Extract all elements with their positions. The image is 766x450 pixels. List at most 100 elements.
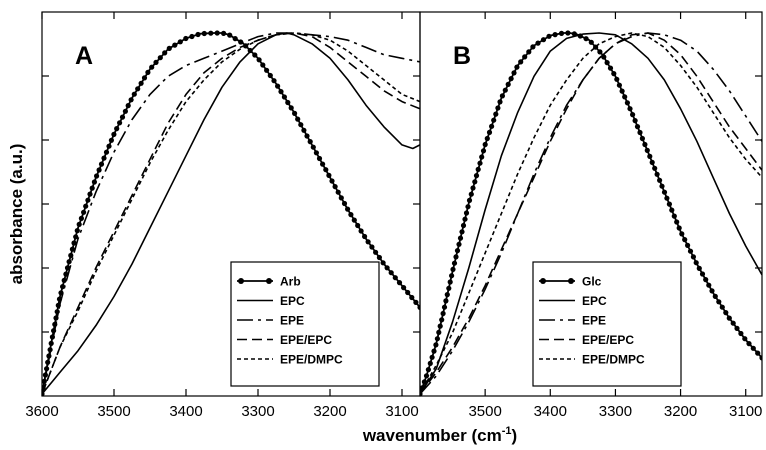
panel-b-glc-marker <box>719 304 725 310</box>
panel-a-arb-marker <box>376 254 382 261</box>
panel-a-arb-marker <box>145 69 151 75</box>
panel-a-arb-marker <box>380 260 386 266</box>
panel-a-series-epe-epc <box>42 32 420 395</box>
panel-a-arb-marker <box>47 347 53 353</box>
panel-b-glc-marker <box>632 118 638 124</box>
panel-b-glc-marker <box>565 30 571 36</box>
panel-b-glc-marker <box>443 298 449 304</box>
panel-a-arb-marker <box>288 105 294 111</box>
panel-b-x-tick-label: 3400 <box>534 403 567 420</box>
panel-b-glc-marker <box>434 336 440 342</box>
panel-b-glc-marker <box>491 117 497 123</box>
panel-a-arb-marker <box>292 110 298 116</box>
panel-b-glc-marker <box>526 49 532 55</box>
panel-b-glc-marker <box>436 329 442 335</box>
panel-b-glc-marker <box>622 94 628 100</box>
panel-a-arb-marker <box>247 47 253 54</box>
panel-a-arb-marker <box>42 372 49 378</box>
panel-a-arb-marker <box>66 259 72 265</box>
panel-a-arb-marker <box>329 178 335 184</box>
panel-b-glc-marker <box>709 288 715 294</box>
panel-a-arb-marker <box>195 31 201 38</box>
panel-b-legend-label-epe: EPE <box>582 314 606 328</box>
panel-b-glc-marker <box>690 254 697 260</box>
panel-b-glc-marker <box>497 99 503 105</box>
panel-a-legend-label-arb: Arb <box>280 275 301 289</box>
panel-a-legend: Arb EPC EPE EPE/EPC EPE/DMPC <box>230 261 380 387</box>
panel-b-glc-marker <box>431 348 437 354</box>
panel-a-arb-marker <box>135 86 141 92</box>
panel-a-arb-marker <box>332 184 338 190</box>
panel-b-glc-marker <box>470 185 476 191</box>
panel-b-glc-marker <box>674 219 680 225</box>
panel-a-arb-marker <box>260 62 266 68</box>
panel-b-glc-marker <box>433 342 439 348</box>
panel-b-x-tick-label: 3500 <box>468 403 501 420</box>
panel-a-arb-marker <box>48 340 54 346</box>
x-axis-label-main: wavenumber (cm <box>362 426 502 445</box>
panel-b-glc-marker <box>530 44 536 50</box>
panel-a-arb-marker <box>355 222 361 229</box>
panel-b-x-tick-label: 3300 <box>599 403 632 420</box>
panel-b-glc-marker <box>447 279 453 285</box>
panel-b-glc-marker <box>634 124 641 130</box>
panel-b-glc-marker <box>540 37 547 43</box>
panel-b-glc-marker <box>624 100 631 106</box>
panel-a-legend-box <box>230 261 380 387</box>
panel-a-arb-marker <box>307 139 313 145</box>
panel-a-arb-marker <box>409 294 415 301</box>
panel-b-glc-marker <box>649 159 655 165</box>
panel-a-plot: 3600 3500 3400 3300 3200 3100 A Arb EPC EPE EPE/… <box>25 11 421 420</box>
panel-a-arb-marker <box>125 103 131 109</box>
panel-b-glc-marker <box>693 260 699 266</box>
panel-a-ticks: 3600 3500 3400 3300 3200 3100 <box>25 12 420 420</box>
panel-b-glc-marker <box>597 49 603 55</box>
panel-b-glc-marker <box>616 82 623 88</box>
panel-b-glc-marker <box>456 241 462 247</box>
panel-a-arb-marker <box>388 270 394 276</box>
panel-b-glc-marker <box>480 148 487 154</box>
panel-b-series-epe-dmpc <box>420 32 762 395</box>
panel-a-arb-marker <box>316 155 323 162</box>
panel-b-glc-marker <box>619 88 625 94</box>
panel-b-glc-marker <box>462 216 468 222</box>
panel-a-arb-marker <box>201 30 207 37</box>
panel-b-legend-label-epe-dmpc: EPE/DMPC <box>582 353 645 367</box>
panel-b-glc-marker <box>750 345 756 351</box>
panel-b-glc-marker <box>664 195 670 201</box>
panel-b-glc-marker <box>734 325 740 331</box>
panel-a-arb-marker <box>44 366 50 372</box>
panel-b-glc-marker <box>546 33 552 39</box>
panel-a-arb-marker <box>122 108 128 114</box>
panel-b-glc-marker <box>439 317 445 323</box>
panel-b-glc-marker <box>477 160 483 166</box>
panel-b-series-epc <box>420 32 762 395</box>
panel-a-x-tick-label: 3200 <box>313 403 346 420</box>
panel-b-glc-marker <box>723 310 729 316</box>
x-axis-label-suffix: ) <box>512 426 518 445</box>
panel-a-arb-marker <box>106 143 112 149</box>
panel-a-arb-marker <box>153 59 159 65</box>
panel-a-letter: A <box>75 42 93 70</box>
panel-a-arb-marker <box>351 217 357 223</box>
panel-a-arb-marker <box>384 265 390 271</box>
panel-a-arb-marker <box>304 133 310 139</box>
panel-a-arb-marker <box>172 42 178 48</box>
panel-b-glc-marker <box>657 177 663 183</box>
panel-b-glc-marker <box>699 271 706 277</box>
panel-b-glc-marker <box>449 273 455 279</box>
panel-a-arb-marker <box>362 233 368 240</box>
panel-b-x-tick-label: 3100 <box>729 403 762 420</box>
panel-b-glc-marker <box>639 135 646 142</box>
panel-b-glc-marker <box>627 106 633 112</box>
panel-a-arb-marker <box>401 285 407 291</box>
panel-a-arb-marker <box>96 167 102 173</box>
panel-a-arb-marker <box>232 36 238 42</box>
panel-a-arb-marker <box>119 114 126 120</box>
panel-a-legend-marker <box>238 278 244 284</box>
panel-b-glc-marker <box>499 93 505 99</box>
panel-a-arb-marker <box>358 228 364 234</box>
panel-b-glc-marker <box>687 248 694 254</box>
panel-b-glc-marker <box>479 154 485 160</box>
panel-a-arb-marker <box>149 64 155 70</box>
